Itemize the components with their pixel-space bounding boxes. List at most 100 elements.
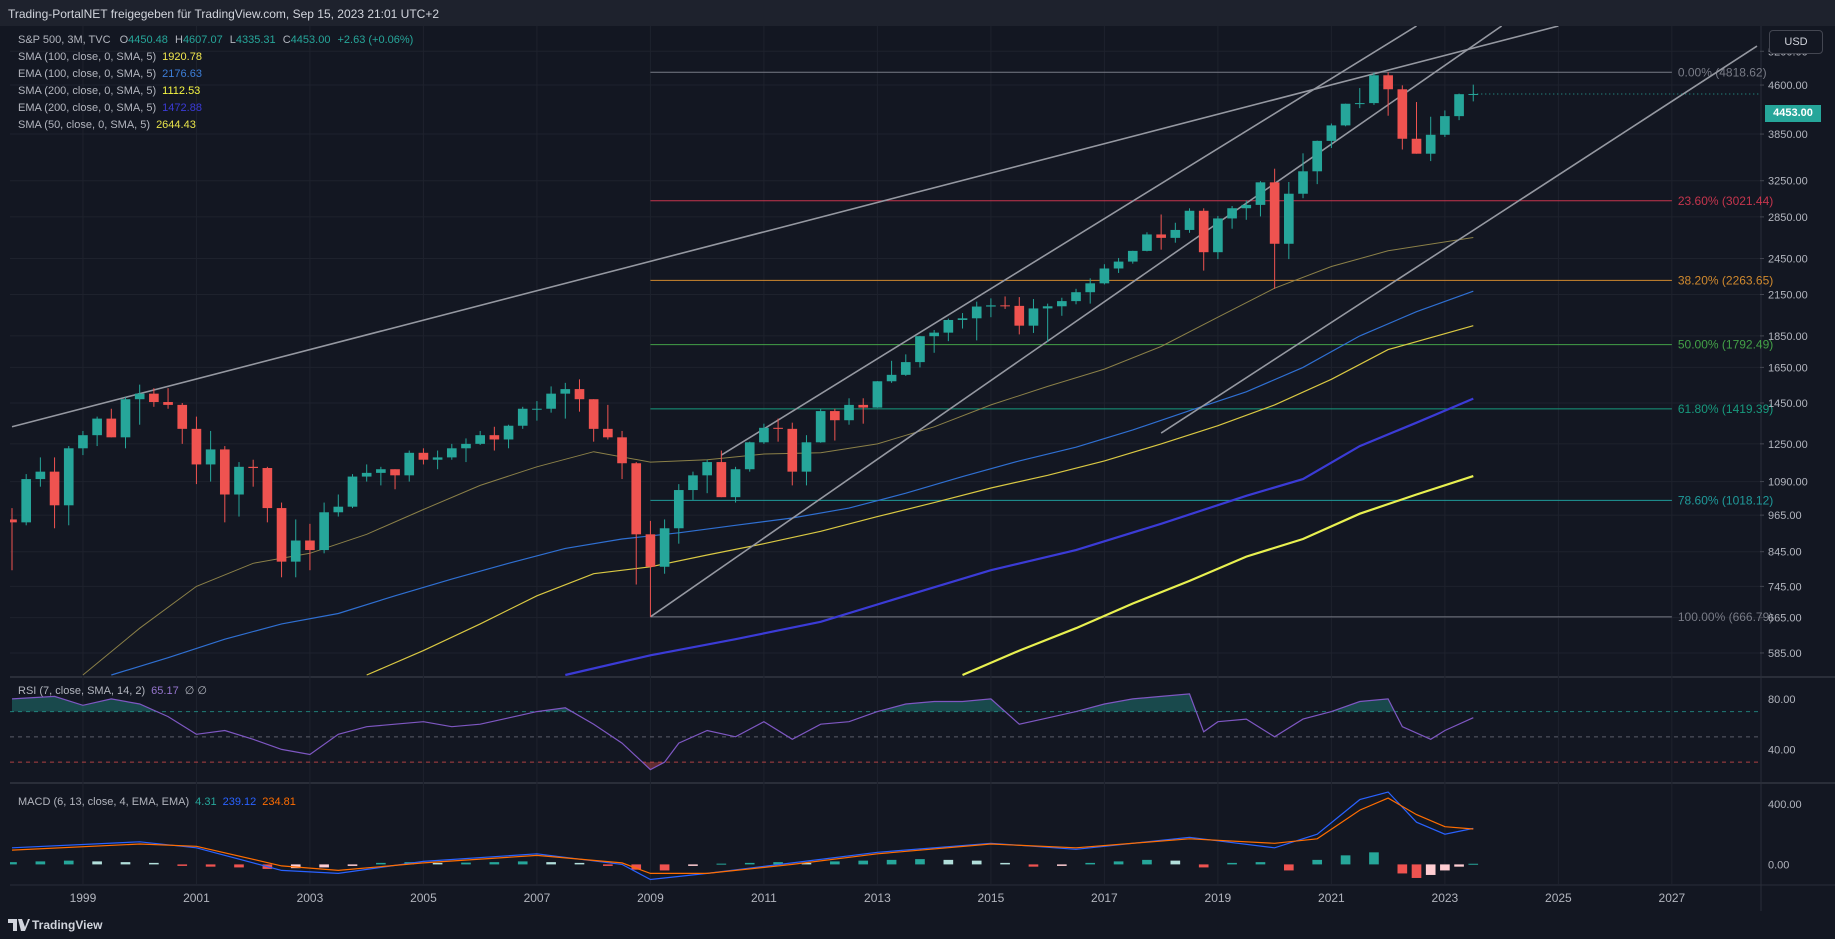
macd-histogram-bar bbox=[1227, 862, 1237, 865]
candle-body bbox=[759, 427, 769, 443]
macd-histogram-bar bbox=[915, 859, 925, 865]
candle-body bbox=[588, 399, 599, 429]
macd-histogram-bar bbox=[205, 864, 216, 867]
open-value: 4450.48 bbox=[128, 34, 168, 46]
time-tick-label: 2005 bbox=[410, 891, 437, 905]
rsi-legend[interactable]: RSI (7, close, SMA, 14, 2) 65.17 ∅ ∅ bbox=[18, 684, 207, 697]
candle-body bbox=[603, 428, 613, 438]
macd-histogram-bar bbox=[461, 862, 471, 865]
candle-body bbox=[1298, 171, 1308, 194]
rsi-value: 65.17 bbox=[151, 685, 179, 697]
time-tick-label: 2019 bbox=[1205, 891, 1232, 905]
candle-body bbox=[631, 463, 642, 535]
macd-histogram-bar bbox=[858, 860, 869, 865]
macd-histogram-bar bbox=[1454, 864, 1464, 867]
candle-body bbox=[1411, 138, 1422, 154]
ohlc-legend: S&P 500, 3M, TVC O4450.48 H4607.07 L4335… bbox=[18, 34, 413, 46]
price-axis[interactable]: 5200.004600.003850.003250.002850.002450.… bbox=[1760, 46, 1808, 871]
macd-histogram-bar bbox=[1113, 861, 1124, 865]
grid bbox=[10, 26, 1835, 911]
macd-histogram-bar bbox=[92, 861, 102, 865]
macd-histogram-bar bbox=[10, 862, 17, 865]
time-tick-label: 2001 bbox=[183, 891, 210, 905]
macd-histogram-bar bbox=[347, 864, 358, 866]
candle-body bbox=[1340, 103, 1351, 126]
macd-histogram-bar bbox=[1057, 864, 1067, 866]
candle-body bbox=[971, 306, 982, 319]
rsi-oversold-fill bbox=[12, 762, 1474, 770]
macd-legend[interactable]: MACD (6, 13, close, 4, EMA, EMA) 4.31 239.… bbox=[18, 796, 296, 808]
indicator-legend-sma200[interactable]: SMA (200, close, 0, SMA, 5) 1112.53 bbox=[18, 85, 200, 97]
fib-level-label: 23.60% (3021.44) bbox=[1678, 194, 1773, 208]
macd-histogram-bar bbox=[1255, 862, 1266, 865]
time-tick-label: 2023 bbox=[1432, 891, 1459, 905]
macd-histogram-bar bbox=[234, 864, 244, 868]
time-tick-label: 2003 bbox=[297, 891, 324, 905]
candle-body bbox=[1071, 292, 1081, 302]
time-tick-label: 2025 bbox=[1545, 891, 1572, 905]
macd-histogram-bar bbox=[801, 862, 812, 865]
candle-body bbox=[489, 435, 500, 440]
indicator-label: EMA (100, close, 0, SMA, 5) bbox=[18, 68, 157, 80]
time-tick-label: 2021 bbox=[1318, 891, 1345, 905]
macd-histogram-bar bbox=[120, 862, 131, 865]
macd-signal-line bbox=[11, 797, 1474, 874]
candle-body bbox=[815, 411, 826, 443]
candle-body bbox=[21, 479, 32, 523]
price-tick-label: 2150.00 bbox=[1768, 290, 1808, 302]
rsi-tick-label: 80.00 bbox=[1768, 694, 1796, 706]
trendline bbox=[1160, 45, 1758, 434]
candle-body bbox=[1028, 308, 1039, 326]
candle-body bbox=[1085, 283, 1096, 293]
macd-line bbox=[11, 791, 1474, 881]
indicator-legend-sma100[interactable]: SMA (100, close, 0, SMA, 5) 1920.78 bbox=[18, 51, 202, 63]
macd-histogram-bar bbox=[1369, 852, 1379, 865]
rsi-extra: ∅ ∅ bbox=[184, 685, 207, 697]
indicator-label: SMA (50, close, 0, SMA, 5) bbox=[18, 119, 151, 131]
rsi-title: RSI (7, close, SMA, 14, 2) bbox=[18, 685, 146, 697]
main-pane-bg bbox=[10, 26, 1760, 675]
indicator-legend-ema200[interactable]: EMA (200, close, 0, SMA, 5) 1472.88 bbox=[18, 102, 202, 114]
candle-body bbox=[730, 469, 741, 498]
candle-body bbox=[1170, 229, 1181, 238]
candle-body bbox=[900, 362, 911, 375]
macd-pane bbox=[10, 791, 1479, 881]
candle-body bbox=[645, 534, 656, 567]
candle-body bbox=[49, 471, 60, 506]
high-value: 4607.07 bbox=[182, 34, 223, 46]
close-value: 4453.00 bbox=[290, 34, 331, 46]
candle-body bbox=[1000, 305, 1010, 307]
macd-histogram-bar bbox=[1142, 859, 1152, 865]
candle-body bbox=[532, 408, 542, 410]
candle-body bbox=[205, 449, 216, 465]
candle-body bbox=[106, 418, 117, 438]
price-tick-label: 1090.00 bbox=[1768, 477, 1808, 489]
macd-histogram-bar bbox=[603, 864, 613, 866]
macd-histogram-bar bbox=[290, 864, 301, 869]
footer: TradingView bbox=[0, 911, 1835, 939]
indicator-value: 1472.88 bbox=[162, 102, 202, 114]
indicator-legend-ema100[interactable]: EMA (100, close, 0, SMA, 5) 2176.63 bbox=[18, 68, 202, 80]
macd-histogram-bar bbox=[319, 864, 329, 868]
price-tick-label: 3250.00 bbox=[1768, 176, 1808, 188]
candle-body bbox=[574, 389, 585, 400]
candle-body bbox=[1184, 210, 1195, 230]
macd-tick-label: 400.00 bbox=[1768, 799, 1802, 811]
close-label: C bbox=[282, 34, 291, 46]
currency-button[interactable]: USD bbox=[1769, 30, 1823, 54]
candle-body bbox=[744, 442, 755, 470]
candle-body bbox=[134, 393, 145, 400]
indicator-label: SMA (200, close, 0, SMA, 5) bbox=[18, 85, 157, 97]
time-axis[interactable]: 1999 2001 2003 2005 2007 2009 2011 2013 2015 2017… bbox=[70, 891, 1686, 905]
macd-histogram-bar bbox=[688, 864, 698, 866]
chart-canvas[interactable]: 0.00% (4818.62) 23.60% (3021.44) 38.20% (2… bbox=[10, 26, 1835, 911]
indicator-legend-sma50[interactable]: SMA (50, close, 0, SMA, 5) 2644.43 bbox=[18, 119, 196, 131]
macd-histogram-bar bbox=[716, 863, 727, 865]
candle-body bbox=[503, 425, 514, 440]
candle-body bbox=[1425, 134, 1436, 154]
macd-hist-value: 4.31 bbox=[195, 796, 217, 808]
candle-body bbox=[915, 336, 925, 363]
candle-body bbox=[1354, 103, 1365, 105]
candle-body bbox=[361, 472, 372, 477]
candle-body bbox=[475, 435, 485, 444]
